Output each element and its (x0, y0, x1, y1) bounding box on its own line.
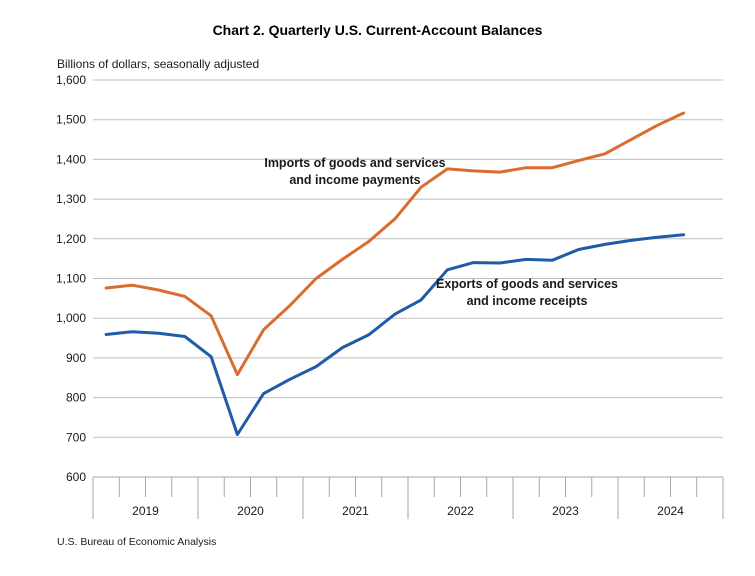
x-axis-year-label: 2023 (552, 504, 579, 518)
series-line-imports (104, 111, 686, 377)
series-lines (104, 111, 686, 436)
y-axis-tick-label: 1,100 (56, 272, 86, 286)
imports-series-label-line1: Imports of goods and services (264, 156, 445, 170)
series-line-exports (104, 233, 686, 436)
y-axis-tick-label: 600 (66, 470, 86, 484)
series-annotations: Imports of goods and services and income… (264, 156, 618, 308)
y-axis-tick-label: 1,400 (56, 152, 86, 166)
imports-series-label-line2: and income payments (289, 173, 420, 187)
y-axis-tick-label: 800 (66, 391, 86, 405)
x-axis-year-label: 2020 (237, 504, 264, 518)
y-axis-tick-label: 900 (66, 351, 86, 365)
y-axis-tick-label: 1,000 (56, 311, 86, 325)
exports-series-label-line2: and income receipts (467, 294, 588, 308)
source-attribution: U.S. Bureau of Economic Analysis (57, 536, 217, 548)
x-axis-year-label: 2019 (132, 504, 159, 518)
y-axis-tick-label: 1,600 (56, 73, 86, 87)
y-axis-tick-label: 1,300 (56, 192, 86, 206)
x-axis-year-label: 2024 (657, 504, 684, 518)
chart-title: Chart 2. Quarterly U.S. Current-Account … (212, 22, 543, 38)
y-axis-units-label: Billions of dollars, seasonally adjusted (57, 57, 260, 71)
y-axis-labels: 600 700 800 900 1,000 1,100 1,200 1,300 1,400 1,5… (56, 73, 86, 484)
x-axis: 2019 2020 2021 2022 2023 2024 (92, 477, 724, 519)
y-axis-tick-label: 700 (66, 430, 86, 444)
y-axis-tick-label: 1,200 (56, 232, 86, 246)
exports-series-label-line1: Exports of goods and services (436, 277, 618, 291)
gridlines (93, 79, 723, 478)
x-axis-year-label: 2021 (342, 504, 369, 518)
y-axis-tick-label: 1,500 (56, 113, 86, 127)
x-axis-year-label: 2022 (447, 504, 474, 518)
